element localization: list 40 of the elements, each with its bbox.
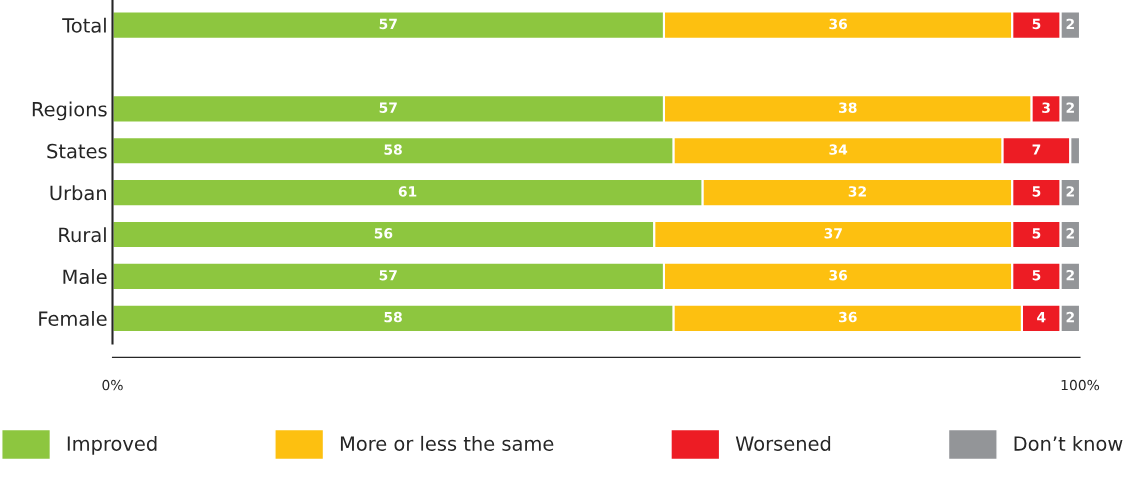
y-tick-label: Regions — [32, 101, 107, 121]
y-tick-label: Urban — [50, 185, 106, 201]
data-label: 2 — [1066, 186, 1074, 197]
y-tick-label: States — [47, 143, 107, 159]
data-label: 2 — [1066, 311, 1074, 323]
y-tick-label: Rural — [59, 227, 106, 243]
data-label: 58 — [384, 311, 402, 323]
data-label: 2 — [1066, 102, 1074, 113]
x-tick-label: 100% — [1061, 379, 1100, 391]
data-label: 36 — [839, 311, 857, 323]
data-label: 5 — [1032, 228, 1041, 239]
data-label: 4 — [1037, 312, 1046, 323]
data-label: 38 — [839, 102, 857, 113]
data-label: 57 — [379, 18, 397, 30]
data-label: 2 — [1066, 228, 1074, 239]
legend-label: Don’t know — [1014, 435, 1123, 451]
legend-label: Worsened — [735, 435, 831, 451]
x-tick-label: 0% — [102, 379, 123, 391]
data-label: 34 — [829, 144, 848, 155]
data-label: 3 — [1042, 102, 1050, 113]
y-tick-label: Total — [62, 17, 106, 33]
data-label: 7 — [1032, 144, 1041, 155]
data-label: 37 — [824, 228, 842, 239]
data-label: 56 — [374, 228, 393, 239]
data-label: 5 — [1032, 18, 1041, 30]
data-label: 5 — [1032, 186, 1041, 197]
y-tick-label: Male — [63, 269, 107, 285]
legend-label: Improved — [67, 435, 157, 455]
data-label: 57 — [379, 270, 397, 281]
y-tick-label: Female — [39, 310, 107, 326]
data-label: 5 — [1032, 270, 1041, 281]
data-label: 58 — [384, 144, 402, 155]
data-label: 2 — [1066, 18, 1074, 29]
data-label: 2 — [1066, 269, 1074, 281]
data-label: 36 — [829, 269, 848, 281]
data-label: 61 — [398, 186, 417, 197]
legend-label: More or less the same — [340, 435, 554, 451]
data-label: 57 — [379, 102, 397, 113]
data-label: 36 — [829, 18, 848, 30]
data-label: 32 — [848, 186, 866, 197]
